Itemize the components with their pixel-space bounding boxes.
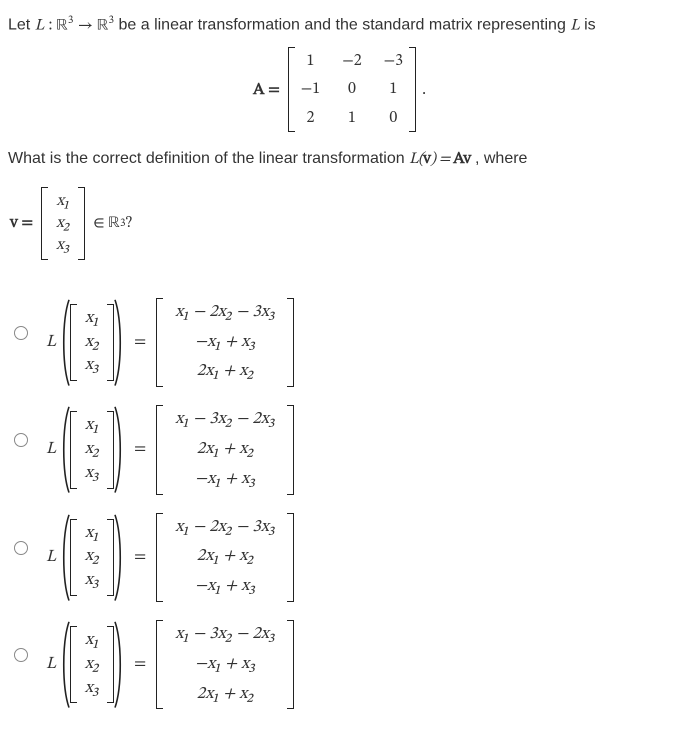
paren-close — [114, 513, 124, 602]
result-row: 2x₁ + x₂ — [169, 360, 281, 384]
A-cell: 0 — [384, 107, 403, 129]
x3: x₃ — [83, 354, 101, 378]
equals-sign: = — [124, 332, 156, 353]
option-equation: L x₁ x₂ x₃ = x₁ − 2x₂ − 3x₃ 2x₁ + x₂ −x₁ +… — [46, 513, 294, 602]
intro-is: is — [584, 16, 596, 33]
result-row: x₁ − 2x₂ − 3x₃ — [169, 301, 281, 325]
v-def: v = x₁ x₂ x₃ ∈ ℝ3? — [10, 187, 132, 260]
ask-Lv: L(v) = Av — [409, 151, 470, 167]
A-cell: −3 — [384, 50, 403, 72]
x1: x₁ — [83, 522, 101, 546]
x1: x₁ — [83, 414, 101, 438]
x3: x₃ — [83, 677, 101, 701]
x3: x₃ — [83, 569, 101, 593]
A-cell: 1 — [301, 50, 320, 72]
A-brackets: 1 −2 −3 −1 0 1 2 1 0 — [288, 47, 416, 132]
x2: x₂ — [83, 438, 101, 462]
intro-L: L — [35, 17, 44, 33]
radio-button[interactable] — [14, 541, 28, 555]
A-cell: 1 — [384, 78, 403, 100]
A-cell: −2 — [342, 50, 361, 72]
x2: x₂ — [83, 653, 101, 677]
x-vector: x₁ x₂ x₃ — [70, 519, 114, 596]
v-equals: v = — [10, 213, 41, 233]
x2: x₂ — [83, 331, 101, 355]
option-equation: L x₁ x₂ x₃ = x₁ − 3x₂ − 2x₃ 2x₁ + x₂ −x₁ +… — [46, 405, 294, 494]
intro-R3b: ℝ — [97, 17, 109, 33]
equals-sign: = — [124, 439, 156, 460]
paren-open — [60, 513, 70, 602]
paren-close — [114, 405, 124, 494]
intro-sup3a: 3 — [68, 14, 74, 26]
ask-text: What is the correct definition of the li… — [8, 146, 671, 173]
x3: x₃ — [83, 462, 101, 486]
ask-pre: What is the correct definition of the li… — [8, 150, 409, 167]
A-cell: −1 — [301, 78, 320, 100]
equals-sign: = — [124, 547, 156, 568]
A-dot: . — [416, 80, 426, 100]
x-vector: x₁ x₂ x₃ — [70, 411, 114, 488]
x1: x₁ — [83, 629, 101, 653]
v-q: ? — [125, 213, 132, 233]
result-vector: x₁ − 3x₂ − 2x₃ 2x₁ + x₂ −x₁ + x₃ — [156, 405, 294, 494]
paren-open — [60, 620, 70, 709]
paren-close — [114, 298, 124, 387]
paren-close — [114, 620, 124, 709]
result-row: −x₁ + x₃ — [169, 653, 281, 677]
option-equation: L x₁ x₂ x₃ = x₁ − 3x₂ − 2x₃ −x₁ + x₃ 2x₁ +… — [46, 620, 294, 709]
intro-arrow: → — [78, 17, 97, 33]
v-inR: ∈ ℝ — [85, 213, 120, 233]
v-x1: x₁ — [54, 190, 72, 212]
L-letter: L — [46, 439, 60, 460]
intro-sup3b: 3 — [108, 14, 114, 26]
result-vector: x₁ − 3x₂ − 2x₃ −x₁ + x₃ 2x₁ + x₂ — [156, 620, 294, 709]
x2: x₂ — [83, 545, 101, 569]
options-list: L x₁ x₂ x₃ = x₁ − 2x₂ − 3x₃ −x₁ + x₃ 2x₁ +… — [8, 298, 671, 710]
radio-button[interactable] — [14, 326, 28, 340]
result-row: −x₁ + x₃ — [169, 331, 281, 355]
intro-R3a: ℝ — [56, 17, 68, 33]
result-row: x₁ − 3x₂ − 2x₃ — [169, 408, 281, 432]
equals-sign: = — [124, 654, 156, 675]
matrix-A: A = 1 −2 −3 −1 0 1 2 1 0 . — [8, 47, 671, 132]
ask-post: , where — [475, 150, 527, 167]
A-cell: 0 — [342, 78, 361, 100]
A-cell: 1 — [342, 107, 361, 129]
option-row[interactable]: L x₁ x₂ x₃ = x₁ − 2x₂ − 3x₃ 2x₁ + x₂ −x₁ +… — [14, 513, 671, 602]
result-row: 2x₁ + x₂ — [169, 438, 281, 462]
result-row: −x₁ + x₃ — [169, 468, 281, 492]
A-cell: 2 — [301, 107, 320, 129]
x-vector: x₁ x₂ x₃ — [70, 304, 114, 381]
option-row[interactable]: L x₁ x₂ x₃ = x₁ − 3x₂ − 2x₃ −x₁ + x₃ 2x₁ +… — [14, 620, 671, 709]
L-letter: L — [46, 654, 60, 675]
option-equation: L x₁ x₂ x₃ = x₁ − 2x₂ − 3x₃ −x₁ + x₃ 2x₁ +… — [46, 298, 294, 387]
v-x3: x₃ — [54, 234, 72, 256]
radio-button[interactable] — [14, 433, 28, 447]
result-row: 2x₁ + x₂ — [169, 545, 281, 569]
intro-let: Let — [8, 16, 35, 33]
L-letter: L — [46, 332, 60, 353]
x1: x₁ — [83, 307, 101, 331]
intro-L2: L — [570, 17, 579, 33]
result-row: x₁ − 3x₂ − 2x₃ — [169, 623, 281, 647]
intro-text: Let L : ℝ3 → ℝ3 be a linear transformati… — [8, 12, 671, 39]
result-row: 2x₁ + x₂ — [169, 683, 281, 707]
paren-open — [60, 298, 70, 387]
result-vector: x₁ − 2x₂ − 3x₃ −x₁ + x₃ 2x₁ + x₂ — [156, 298, 294, 387]
radio-button[interactable] — [14, 648, 28, 662]
v-vector: x₁ x₂ x₃ — [41, 187, 85, 260]
L-letter: L — [46, 547, 60, 568]
result-vector: x₁ − 2x₂ − 3x₃ 2x₁ + x₂ −x₁ + x₃ — [156, 513, 294, 602]
v-x2: x₂ — [54, 212, 72, 234]
paren-open — [60, 405, 70, 494]
option-row[interactable]: L x₁ x₂ x₃ = x₁ − 3x₂ − 2x₃ 2x₁ + x₂ −x₁ +… — [14, 405, 671, 494]
A-equals: A = — [253, 80, 288, 100]
option-row[interactable]: L x₁ x₂ x₃ = x₁ − 2x₂ − 3x₃ −x₁ + x₃ 2x₁ +… — [14, 298, 671, 387]
result-row: x₁ − 2x₂ − 3x₃ — [169, 516, 281, 540]
result-row: −x₁ + x₃ — [169, 575, 281, 599]
intro-rest: be a linear transformation and the stand… — [118, 16, 570, 33]
x-vector: x₁ x₂ x₃ — [70, 626, 114, 703]
